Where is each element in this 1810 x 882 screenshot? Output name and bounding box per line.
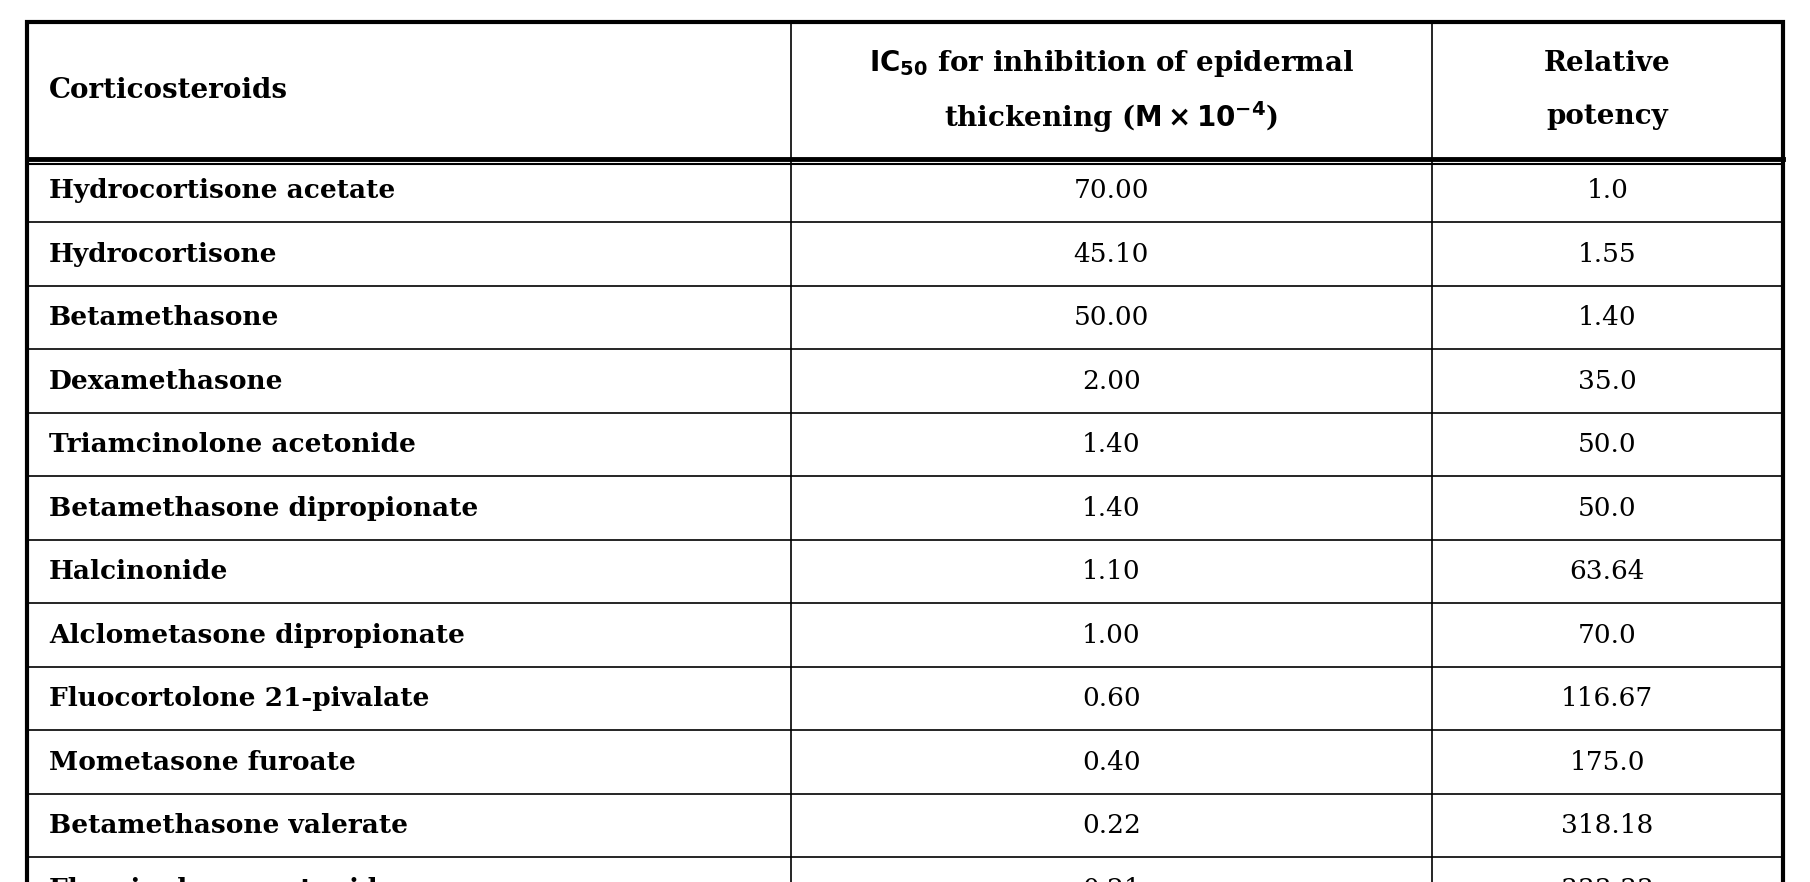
Text: Relative: Relative — [1544, 50, 1671, 78]
Bar — [27, 603, 1783, 667]
Text: 175.0: 175.0 — [1569, 750, 1645, 774]
Text: 1.40: 1.40 — [1082, 432, 1140, 457]
Text: 1.0: 1.0 — [1586, 178, 1629, 203]
Text: Fluocortolone 21-pivalate: Fluocortolone 21-pivalate — [49, 686, 429, 711]
Text: 35.0: 35.0 — [1578, 369, 1636, 393]
Text: thickening ($\mathbf{M \times 10^{-4}}$): thickening ($\mathbf{M \times 10^{-4}}$) — [945, 99, 1278, 135]
Text: 1.00: 1.00 — [1082, 623, 1140, 647]
Text: Fluocinolone acetonide: Fluocinolone acetonide — [49, 877, 395, 882]
Text: 1.40: 1.40 — [1082, 496, 1140, 520]
Text: 0.40: 0.40 — [1082, 750, 1140, 774]
Text: 333.33: 333.33 — [1560, 877, 1654, 882]
Text: Mometasone furoate: Mometasone furoate — [49, 750, 355, 774]
Text: 50.0: 50.0 — [1578, 496, 1636, 520]
Text: potency: potency — [1546, 103, 1669, 131]
Text: 45.10: 45.10 — [1073, 242, 1149, 266]
Text: 63.64: 63.64 — [1569, 559, 1645, 584]
Text: Triamcinolone acetonide: Triamcinolone acetonide — [49, 432, 416, 457]
Text: 70.00: 70.00 — [1073, 178, 1149, 203]
Text: 1.55: 1.55 — [1578, 242, 1636, 266]
Text: 0.60: 0.60 — [1082, 686, 1140, 711]
Text: Betamethasone: Betamethasone — [49, 305, 279, 330]
Text: 2.00: 2.00 — [1082, 369, 1140, 393]
Bar — [27, 476, 1783, 540]
Text: 0.21: 0.21 — [1082, 877, 1140, 882]
Bar — [27, 794, 1783, 857]
Text: 1.40: 1.40 — [1578, 305, 1636, 330]
Bar — [27, 22, 1783, 159]
Text: 116.67: 116.67 — [1562, 686, 1653, 711]
Text: 1.10: 1.10 — [1082, 559, 1140, 584]
Text: Betamethasone dipropionate: Betamethasone dipropionate — [49, 496, 478, 520]
Text: Alclometasone dipropionate: Alclometasone dipropionate — [49, 623, 465, 647]
Bar — [27, 540, 1783, 603]
Bar — [27, 286, 1783, 349]
Text: Halcinonide: Halcinonide — [49, 559, 228, 584]
Bar — [27, 222, 1783, 286]
Text: 70.0: 70.0 — [1578, 623, 1636, 647]
Text: Hydrocortisone acetate: Hydrocortisone acetate — [49, 178, 395, 203]
Text: Betamethasone valerate: Betamethasone valerate — [49, 813, 407, 838]
Bar — [27, 667, 1783, 730]
Text: 50.00: 50.00 — [1073, 305, 1149, 330]
Text: 50.0: 50.0 — [1578, 432, 1636, 457]
Text: 0.22: 0.22 — [1082, 813, 1140, 838]
Bar — [27, 159, 1783, 222]
Text: Dexamethasone: Dexamethasone — [49, 369, 284, 393]
Text: $\mathbf{IC_{50}}$ for inhibition of epidermal: $\mathbf{IC_{50}}$ for inhibition of epi… — [869, 49, 1354, 79]
Text: Hydrocortisone: Hydrocortisone — [49, 242, 277, 266]
Text: 318.18: 318.18 — [1562, 813, 1653, 838]
Bar — [27, 413, 1783, 476]
Text: Corticosteroids: Corticosteroids — [49, 77, 288, 104]
Bar — [27, 857, 1783, 882]
Bar — [27, 349, 1783, 413]
Bar — [27, 730, 1783, 794]
